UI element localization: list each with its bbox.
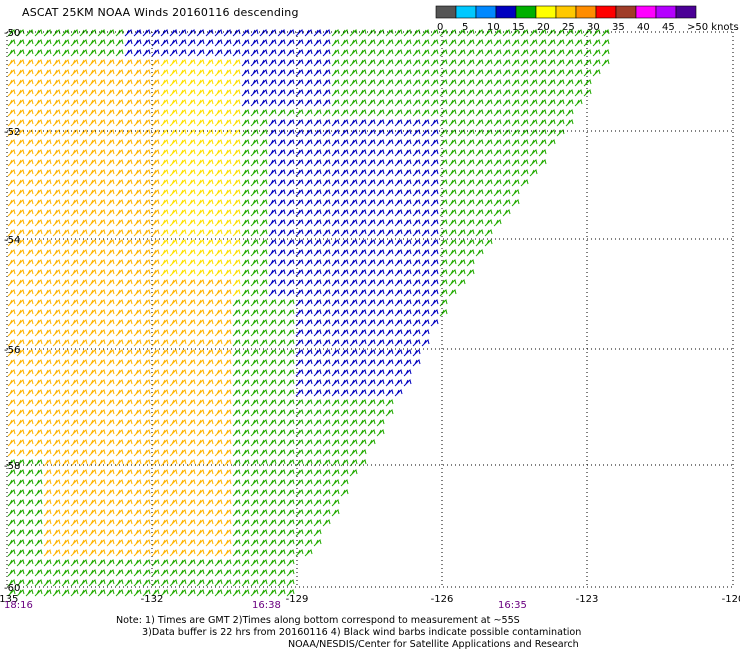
legend-label: 0 [437,22,443,33]
latitude-label: -54 [4,235,20,246]
legend-label: 25 [562,22,575,33]
legend-label: 30 [587,22,600,33]
latitude-label: -58 [4,461,20,472]
legend-label: 5 [462,22,468,33]
legend-label: 20 [537,22,550,33]
pass-time-label: 18:16 [4,600,33,610]
pass-time-label: 16:35 [498,600,527,610]
longitude-label: -129 [286,594,309,605]
legend-label: 35 [612,22,625,33]
legend-label: >50 knots [687,22,739,33]
legend-label: 10 [487,22,500,33]
longitude-label: -135 [0,594,18,605]
note-line-3: NOAA/NESDIS/Center for Satellite Applica… [288,639,579,650]
wind-speed-legend: 0 5 10 15 20 25 30 35 40 45 >50 knots [435,5,739,33]
note-line-2: 3)Data buffer is 22 hrs from 20160116 4)… [142,627,582,638]
map-title: ASCAT 25KM NOAA Winds 20160116 descendin… [22,6,299,19]
longitude-label: -123 [576,594,599,605]
latitude-label: -56 [4,345,20,356]
pass-time-label: 16:38 [252,600,281,610]
legend-swatch [675,5,697,19]
longitude-label: -120 [722,594,740,605]
legend-label: 45 [662,22,675,33]
longitude-label: -126 [431,594,454,605]
latitude-label: -50 [4,28,20,39]
wind-map[interactable]: -135 -132 -129 -126 -123 -120 -50 -52 -54 -56 -58 -… [0,0,740,610]
note-line-1: Note: 1) Times are GMT 2)Times along bot… [116,615,520,626]
latitude-label: -60 [4,583,20,594]
lat-lon-grid [6,31,734,588]
legend-label: 15 [512,22,525,33]
latitude-label: -52 [4,127,20,138]
longitude-label: -132 [141,594,164,605]
legend-label: 40 [637,22,650,33]
wind-barb-swath [7,29,610,597]
